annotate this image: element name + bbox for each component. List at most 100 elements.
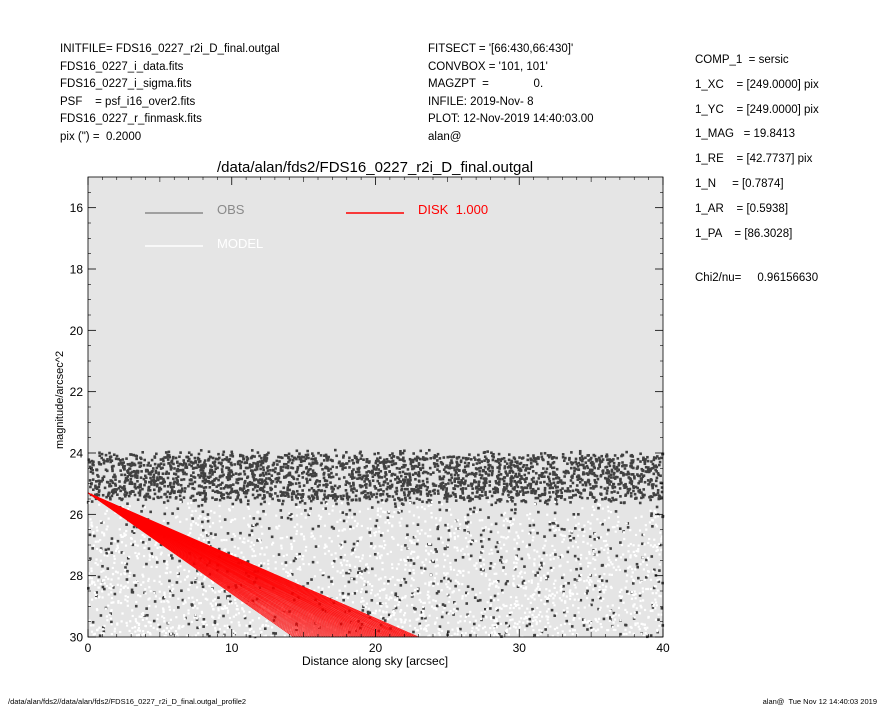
- model-point: [495, 633, 498, 637]
- model-point: [609, 510, 613, 514]
- model-point: [183, 568, 186, 572]
- model-point: [133, 625, 137, 629]
- model-point: [189, 531, 192, 535]
- model-point: [492, 624, 496, 627]
- obs-point: [404, 463, 407, 467]
- model-point: [599, 623, 602, 626]
- model-point: [142, 565, 145, 569]
- obs-point: [243, 491, 247, 495]
- obs-point: [220, 461, 223, 465]
- model-point: [525, 586, 528, 589]
- model-point: [562, 609, 565, 612]
- obs-point: [631, 460, 635, 464]
- model-point: [394, 618, 397, 621]
- model-point: [205, 623, 208, 627]
- obs-point: [160, 476, 163, 480]
- obs-point: [522, 464, 526, 467]
- obs-point: [520, 475, 523, 478]
- obs-point: [107, 491, 111, 495]
- obs-point: [307, 456, 310, 460]
- obs-point: [307, 473, 310, 477]
- model-point: [367, 507, 370, 510]
- obs-point: [540, 474, 544, 477]
- model-point: [532, 536, 535, 539]
- model-point: [423, 601, 426, 604]
- obs-point: [401, 470, 405, 474]
- obs-point: [638, 480, 642, 483]
- obs-point: [251, 471, 254, 475]
- obs-point: [636, 473, 639, 476]
- obs-point: [429, 456, 433, 460]
- obs-point: [514, 508, 517, 511]
- obs-point: [377, 451, 380, 455]
- model-point: [355, 617, 359, 620]
- obs-point: [267, 451, 270, 455]
- model-point: [495, 626, 499, 629]
- model-point: [629, 612, 633, 615]
- obs-point: [520, 477, 524, 480]
- obs-point: [316, 485, 320, 488]
- obs-point: [269, 486, 272, 490]
- model-point: [532, 629, 535, 632]
- model-point: [517, 584, 520, 587]
- model-point: [168, 608, 172, 611]
- model-point: [583, 606, 586, 609]
- obs-point: [606, 468, 609, 472]
- obs-point: [548, 480, 552, 483]
- obs-point: [287, 483, 290, 487]
- obs-point: [479, 508, 482, 512]
- obs-point: [603, 487, 607, 490]
- model-point: [555, 521, 558, 524]
- model-point: [192, 520, 195, 523]
- model-point: [466, 525, 469, 529]
- model-point: [583, 618, 586, 621]
- obs-point: [220, 494, 223, 498]
- parameter-line: 1_PA = [86.3028]: [695, 227, 793, 240]
- obs-point: [352, 484, 355, 487]
- obs-point: [289, 536, 293, 540]
- obs-point: [339, 555, 343, 559]
- obs-point: [263, 456, 266, 459]
- model-point: [308, 512, 311, 515]
- obs-point: [351, 470, 354, 473]
- model-point: [520, 570, 523, 573]
- obs-point: [409, 462, 413, 466]
- model-point: [397, 563, 400, 566]
- obs-point: [264, 457, 268, 461]
- obs-point: [169, 468, 173, 471]
- model-point: [552, 566, 555, 570]
- obs-point: [493, 594, 497, 598]
- obs-point: [169, 485, 173, 489]
- obs-point: [105, 459, 109, 463]
- obs-point: [615, 466, 619, 470]
- obs-point: [102, 475, 106, 479]
- model-point: [90, 598, 94, 601]
- obs-point: [275, 459, 279, 463]
- model-point: [520, 576, 524, 579]
- obs-point: [436, 489, 440, 493]
- model-point: [183, 614, 186, 617]
- model-point: [450, 525, 453, 528]
- obs-point: [229, 496, 232, 500]
- obs-point: [480, 490, 484, 494]
- model-point: [419, 624, 422, 627]
- obs-point: [211, 482, 215, 486]
- model-point: [200, 610, 203, 614]
- obs-point: [296, 466, 300, 470]
- obs-point: [213, 464, 217, 468]
- obs-point: [601, 458, 605, 461]
- obs-point: [381, 493, 385, 496]
- obs-point: [605, 454, 609, 458]
- model-point: [165, 571, 169, 575]
- obs-point: [569, 501, 572, 504]
- obs-point: [341, 497, 345, 501]
- obs-point: [377, 468, 381, 471]
- obs-point: [261, 471, 265, 475]
- obs-point: [605, 492, 609, 495]
- obs-point: [250, 449, 254, 452]
- model-point: [343, 559, 346, 562]
- model-point: [656, 548, 659, 552]
- obs-point: [101, 478, 105, 482]
- obs-point: [287, 495, 290, 498]
- model-point: [649, 578, 653, 581]
